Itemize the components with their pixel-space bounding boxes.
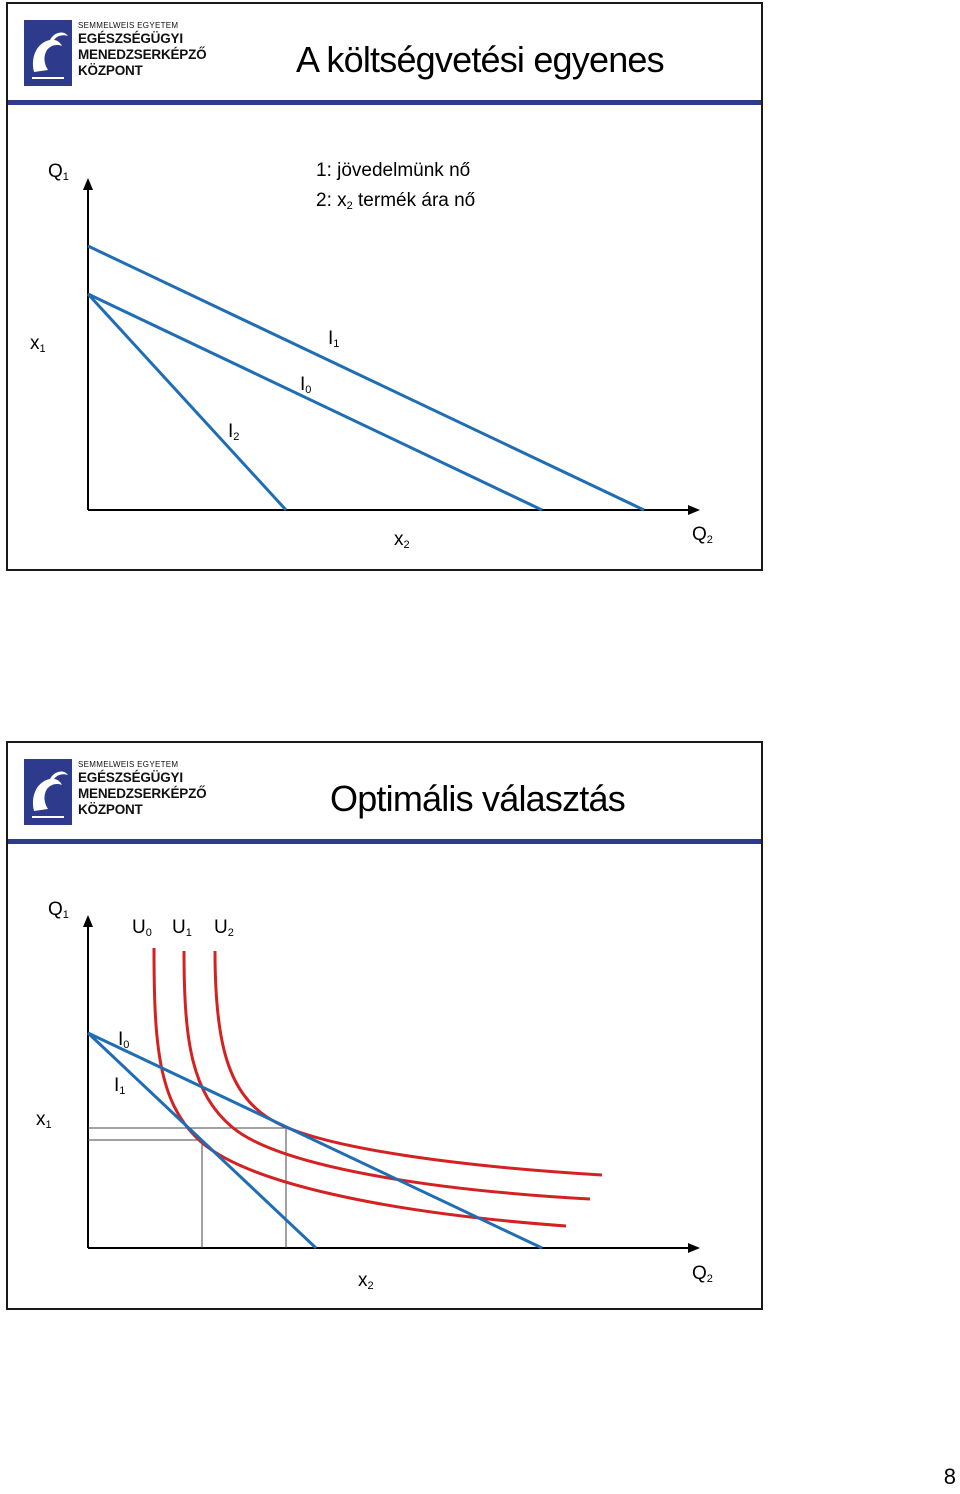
budget-line-i0	[87, 292, 543, 512]
swan-emblem-icon	[24, 759, 72, 825]
institution-logo: SEMMELWEIS EGYETEM EGÉSZSÉGÜGYI MENEDZSE…	[24, 20, 207, 88]
x2-label: x2	[394, 529, 410, 551]
line-label-i1: I1	[328, 328, 339, 350]
y-axis-arrow-icon	[83, 178, 93, 190]
logo-line-3: MENEDZSERKÉPZŐ	[78, 47, 207, 62]
slide-title: Optimális választás	[330, 778, 626, 819]
logo-line-2: EGÉSZSÉGÜGYI	[78, 770, 183, 785]
indifference-curve-u2	[213, 950, 603, 1177]
curve-label-u0: U0	[132, 917, 152, 939]
line-label-i0: I0	[118, 1029, 129, 1051]
logo-line-1: SEMMELWEIS EGYETEM	[78, 760, 179, 769]
y-axis-arrow-icon	[83, 915, 93, 927]
header-divider-bar	[8, 839, 761, 844]
curve-label-u2: U2	[214, 917, 234, 939]
budget-line-i1	[87, 244, 645, 512]
logo-line-4: KÖZPONT	[78, 63, 143, 78]
logo-line-2: EGÉSZSÉGÜGYI	[78, 31, 183, 46]
header-divider-bar	[8, 100, 761, 105]
budget-line-i1	[86, 1031, 318, 1250]
swan-emblem-icon	[24, 20, 72, 86]
budget-line-i0	[87, 1031, 543, 1250]
x-axis-arrow-icon	[688, 505, 700, 515]
budget-line-diagram: Q1 Q2 x1 x2 I0 I1 I2 1: jövedelmünk nő 2…	[30, 160, 713, 551]
slide-optimal-choice: SEMMELWEIS EGYETEM EGÉSZSÉGÜGYI MENEDZSE…	[6, 741, 763, 1310]
budget-line-i2	[86, 292, 288, 512]
legend-item-1: 1: jövedelmünk nő	[316, 160, 470, 181]
x-axis-arrow-icon	[688, 1243, 700, 1253]
logo-line-3: MENEDZSERKÉPZŐ	[78, 786, 207, 801]
slide-header: SEMMELWEIS EGYETEM EGÉSZSÉGÜGYI MENEDZSE…	[8, 743, 761, 839]
slide-budget-line: SEMMELWEIS EGYETEM EGÉSZSÉGÜGYI MENEDZSE…	[6, 2, 763, 571]
indifference-curve-u1	[182, 950, 591, 1201]
logo-line-1: SEMMELWEIS EGYETEM	[78, 21, 179, 30]
x1-label: x1	[30, 333, 46, 355]
line-label-i2: I2	[228, 421, 239, 443]
optimal-choice-diagram: Q1 Q2 x1 x2 U0 U1 U2 I0 I1	[36, 899, 713, 1292]
page-number: 8	[943, 1464, 956, 1489]
y-axis-label: Q1	[48, 899, 69, 921]
x1-label: x1	[36, 1109, 52, 1131]
y-axis-label: Q1	[48, 161, 69, 183]
x-axis-label: Q2	[692, 1263, 713, 1285]
slide-header: SEMMELWEIS EGYETEM EGÉSZSÉGÜGYI MENEDZSE…	[8, 4, 761, 100]
slide-title: A költségvetési egyenes	[296, 39, 665, 80]
line-label-i1: I1	[114, 1075, 125, 1097]
institution-logo: SEMMELWEIS EGYETEM EGÉSZSÉGÜGYI MENEDZSE…	[24, 759, 207, 827]
x-axis-label: Q2	[692, 524, 713, 546]
line-label-i0: I0	[300, 374, 311, 396]
x2-label: x2	[358, 1270, 374, 1292]
legend-item-2: 2: x2 termék ára nő	[316, 190, 475, 212]
logo-line-4: KÖZPONT	[78, 802, 143, 817]
curve-label-u1: U1	[172, 917, 192, 939]
